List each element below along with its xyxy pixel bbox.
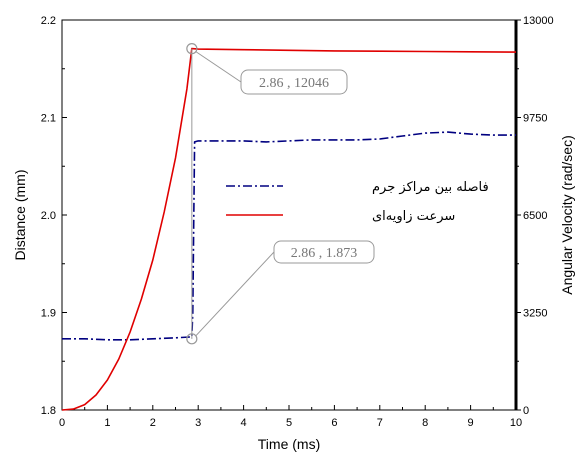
x-axis-ticks: 0 1 2 3 4 5 6 7 8 9 10: [59, 405, 522, 429]
x-tick-label: 0: [59, 417, 65, 429]
angular-velocity-series-line: [61, 47, 517, 411]
right-axis-title: Angular Velocity (rad/sec): [559, 135, 575, 295]
right-tick-label: 3250: [523, 308, 547, 320]
left-axis-title: Distance (mm): [12, 169, 28, 260]
x-tick-label: 6: [331, 417, 337, 429]
right-axis-ticks: 0 3250 6500 9750 13000: [516, 15, 554, 417]
callout-layer: 2.86 , 12046 2.86 , 1.873: [186, 43, 375, 345]
callout-label: 2.86 , 12046: [259, 76, 329, 91]
x-tick-label: 5: [286, 417, 292, 429]
left-axis-ticks: 1.8 1.9 2.0 2.1 2.2: [41, 15, 67, 417]
left-tick-label: 1.9: [41, 308, 56, 320]
x-tick-label: 4: [241, 417, 247, 429]
legend-velocity-label: سرعت زاویه‌ای: [372, 209, 455, 224]
right-tick-label: 13000: [523, 15, 554, 27]
right-tick-label: 0: [523, 405, 529, 417]
x-tick-label: 10: [510, 417, 522, 429]
x-axis-title: Time (ms): [258, 436, 320, 452]
left-tick-label: 2.0: [41, 210, 56, 222]
callout-box: [273, 240, 375, 264]
legend-distance-label: فاصله بین مراکز جرم: [372, 180, 489, 195]
x-tick-label: 9: [468, 417, 474, 429]
callout-label: 2.86 , 1.873: [291, 246, 358, 261]
x-tick-label: 3: [195, 417, 201, 429]
x-tick-label: 1: [104, 417, 110, 429]
callout-leader-line: [195, 251, 275, 337]
series-layer: [61, 47, 517, 411]
legend: فاصله بین مراکز جرم سرعت زاویه‌ای: [226, 180, 489, 224]
x-tick-label: 2: [150, 417, 156, 429]
left-tick-label: 2.2: [41, 15, 56, 27]
callout-box: [240, 69, 348, 95]
x-tick-label: 8: [422, 417, 428, 429]
left-tick-label: 1.8: [41, 405, 56, 417]
x-tick-label: 7: [377, 417, 383, 429]
right-tick-label: 9750: [523, 113, 547, 125]
callout-leader-line: [195, 51, 242, 83]
right-tick-label: 6500: [523, 210, 547, 222]
left-tick-label: 2.1: [41, 113, 56, 125]
distance-series-line: [62, 131, 516, 341]
